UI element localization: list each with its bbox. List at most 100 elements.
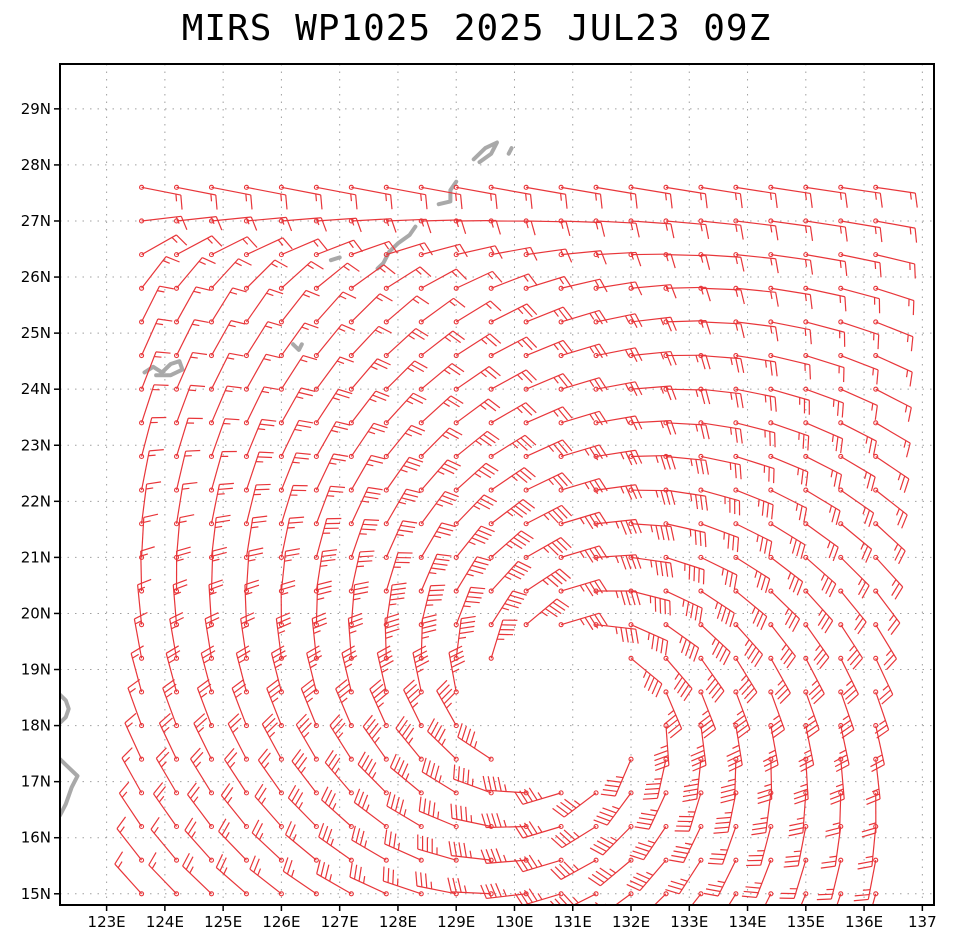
wind-barb — [215, 854, 250, 897]
wind-barb — [698, 655, 725, 703]
wind-barb — [600, 756, 634, 797]
wind-barb — [593, 313, 643, 329]
wind-barb — [165, 645, 181, 695]
wind-barb — [383, 242, 433, 258]
wind-barb — [313, 517, 342, 560]
wind-barb — [768, 420, 810, 451]
wind-barb — [757, 756, 774, 805]
wind-barb — [313, 291, 357, 325]
wind-barb — [453, 494, 498, 527]
wind-barb — [227, 713, 250, 762]
wind-barb — [278, 354, 318, 392]
wind-barb — [838, 622, 864, 670]
wind-barb — [628, 622, 669, 656]
wind-barb — [663, 218, 710, 239]
wind-barb — [313, 239, 363, 258]
wind-barb — [628, 316, 677, 332]
wind-barb — [383, 488, 421, 527]
wind-barb — [703, 857, 739, 897]
lon-tick-label: 127E — [321, 913, 359, 931]
wind-barb — [418, 363, 465, 392]
wind-barb — [628, 184, 673, 209]
wind-barb — [732, 689, 751, 739]
wind-barb — [384, 829, 424, 863]
wind-barb — [453, 184, 498, 210]
wind-barb — [838, 218, 883, 243]
wind-barb — [351, 825, 389, 863]
wind-barb — [348, 358, 391, 392]
wind-barb — [383, 266, 432, 291]
wind-barb — [803, 689, 820, 739]
wind-barb — [803, 453, 843, 490]
lon-tick-label: 130E — [495, 913, 533, 931]
wind-barb — [873, 554, 904, 600]
wind-barb — [453, 615, 476, 661]
wind-barb — [873, 184, 918, 208]
wind-barb — [173, 319, 209, 359]
wind-barb — [383, 184, 428, 210]
wind-barb — [593, 554, 642, 570]
lat-tick-label: 22N — [21, 492, 51, 510]
wind-barb — [278, 516, 305, 560]
wind-barb — [139, 449, 164, 493]
wind-barb — [698, 554, 738, 590]
wind-barb — [838, 184, 883, 208]
wind-barb — [173, 546, 191, 594]
lat-tick-label: 20N — [21, 604, 51, 622]
wind-barb — [733, 554, 771, 593]
wind-barb — [628, 218, 675, 239]
wind-barb — [838, 487, 875, 527]
wind-barb — [418, 395, 464, 426]
wind-barb — [182, 852, 215, 897]
wind-barb — [733, 420, 776, 448]
map-frame — [59, 63, 935, 906]
wind-barb — [768, 689, 786, 739]
wind-barb — [418, 184, 463, 210]
wind-barb — [825, 790, 844, 838]
wind-barb — [523, 537, 572, 560]
wind-barb — [453, 245, 503, 259]
lat-tick-label: 25N — [21, 324, 51, 342]
wind-barb — [383, 424, 426, 460]
wind-barb — [348, 184, 393, 210]
lat-tick-label: 23N — [21, 436, 51, 454]
wind-barb — [634, 790, 669, 830]
wind-barb — [838, 386, 878, 420]
wind-barb — [768, 184, 813, 208]
wind-barb — [820, 823, 844, 869]
wind-barb — [514, 821, 564, 839]
lat-tick-label: 19N — [21, 661, 51, 679]
wind-barb — [240, 612, 255, 661]
wind-barb — [642, 756, 669, 800]
wind-barb — [418, 268, 467, 291]
wind-barb — [243, 483, 271, 527]
wind-barb — [550, 823, 599, 849]
wind-barb — [208, 450, 237, 493]
wind-barb — [663, 521, 707, 548]
wind-barb — [698, 218, 744, 240]
wind-barb — [278, 579, 296, 628]
wind-barb — [130, 645, 145, 695]
wind-barb — [873, 588, 901, 635]
wind-barb — [208, 482, 234, 527]
wind-barb — [663, 655, 693, 702]
lat-tick-label: 17N — [21, 773, 51, 791]
wind-barb — [220, 783, 250, 830]
wind-barb — [523, 306, 573, 325]
wind-barb — [838, 521, 873, 563]
wind-barb — [698, 487, 741, 516]
wind-barb — [626, 857, 669, 892]
wind-barb — [148, 852, 180, 897]
wind-barb — [208, 258, 252, 291]
wind-barb — [803, 655, 825, 705]
wind-barb — [628, 350, 677, 366]
wind-barb — [257, 748, 284, 796]
wind-barb — [663, 622, 700, 662]
wind-barb — [870, 723, 885, 773]
wind-barb — [395, 715, 424, 762]
wind-barb — [173, 384, 206, 426]
wind-barb — [453, 462, 499, 493]
wind-barb — [558, 545, 608, 563]
wind-barb — [793, 756, 809, 805]
wind-barb — [653, 723, 670, 772]
